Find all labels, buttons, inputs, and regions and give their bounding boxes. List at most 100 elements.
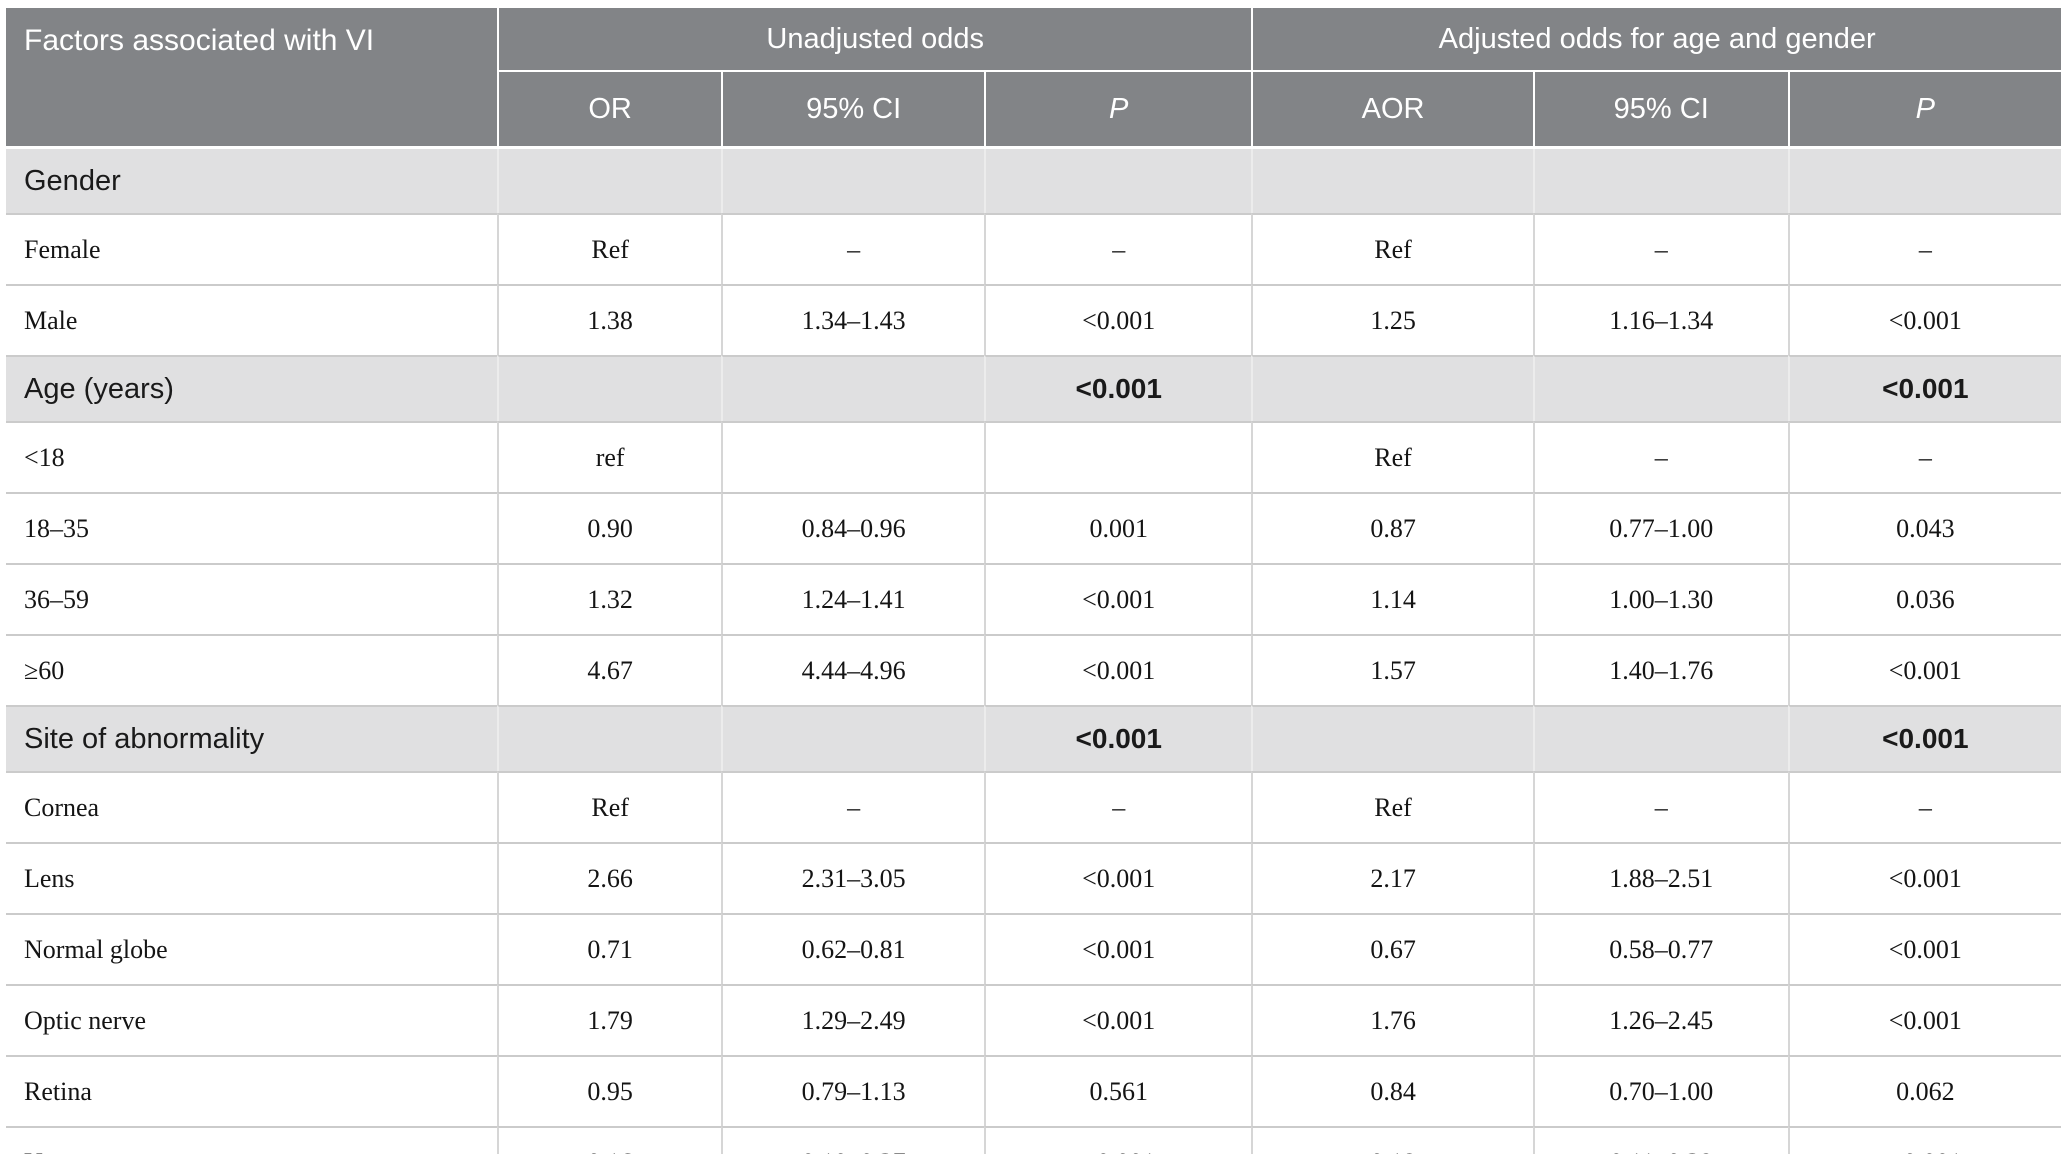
cell-ci-unadjusted: 2.31–3.05 — [721, 842, 985, 913]
cell-p-adjusted: – — [1787, 771, 2061, 842]
cell-p-unadjusted: <0.001 — [984, 842, 1252, 913]
data-row-normal-globe: Normal globe 0.71 0.62–0.81 <0.001 0.67 0.58–… — [6, 913, 2061, 984]
cell-p-unadjusted: – — [984, 771, 1252, 842]
cell-or: 1.32 — [497, 563, 722, 634]
cell-ci-adjusted: 0.70–1.00 — [1532, 1055, 1788, 1126]
section-empty-cell — [721, 149, 985, 213]
cell-p-unadjusted: – — [984, 213, 1252, 284]
cell-p-adjusted: – — [1787, 421, 2061, 492]
cell-aor: 1.25 — [1251, 284, 1533, 355]
cell-ci-adjusted: 0.11–0.29 — [1532, 1126, 1788, 1154]
section-empty-cell — [1532, 355, 1788, 421]
cell-or: 4.67 — [497, 634, 722, 705]
section-p-unadjusted: <0.001 — [984, 705, 1252, 771]
cell-aor: 1.14 — [1251, 563, 1533, 634]
section-empty-cell — [1251, 705, 1533, 771]
cell-ci-unadjusted: 0.10–0.27 — [721, 1126, 985, 1154]
odds-ratio-table: Factors associated with VI Unadjusted od… — [6, 8, 2061, 1154]
cell-p-unadjusted: <0.001 — [984, 913, 1252, 984]
cell-p-unadjusted: <0.001 — [984, 284, 1252, 355]
section-empty-cell — [721, 705, 985, 771]
cell-ci-adjusted: 1.26–2.45 — [1532, 984, 1788, 1055]
cell-factor-label: Optic nerve — [6, 984, 498, 1055]
cell-ci-adjusted: 1.00–1.30 — [1532, 563, 1788, 634]
cell-factor-label: ≥60 — [6, 634, 498, 705]
header-group-adjusted: Adjusted odds for age and gender — [1251, 8, 2061, 72]
cell-ci-adjusted: – — [1532, 771, 1788, 842]
cell-p-adjusted: <0.001 — [1787, 634, 2061, 705]
cell-aor: Ref — [1251, 771, 1533, 842]
section-p-adjusted — [1787, 149, 2061, 213]
data-row-uvea: Uvea0.160.10–0.27<0.0010.180.11–0.29<0.0… — [6, 1126, 2061, 1154]
section-label: Age (years) — [6, 355, 498, 421]
data-row-female: Female Ref – – Ref – – — [6, 213, 2061, 284]
section-empty-cell — [1251, 149, 1533, 213]
cell-p-adjusted: – — [1787, 213, 2061, 284]
cell-ci-unadjusted: – — [721, 771, 985, 842]
section-empty-cell — [721, 355, 985, 421]
cell-or: 1.79 — [497, 984, 722, 1055]
cell-aor: Ref — [1251, 421, 1533, 492]
cell-factor-label: 36–59 — [6, 563, 498, 634]
section-p-unadjusted — [984, 149, 1252, 213]
cell-p-unadjusted: <0.001 — [984, 563, 1252, 634]
section-empty-cell — [497, 705, 722, 771]
header-group-row: Factors associated with VI Unadjusted od… — [6, 8, 2061, 149]
cell-or: Ref — [497, 771, 722, 842]
data-row-optic-nerve: Optic nerve 1.79 1.29–2.49 <0.001 1.76 1.26–2… — [6, 984, 2061, 1055]
data-row-cornea: Cornea Ref – – Ref – – — [6, 771, 2061, 842]
cell-p-unadjusted: 0.561 — [984, 1055, 1252, 1126]
cell-factor-label: Uvea — [6, 1126, 498, 1154]
section-p-adjusted: <0.001 — [1787, 355, 2061, 421]
cell-p-unadjusted: <0.001 — [984, 634, 1252, 705]
cell-factor-label: Male — [6, 284, 498, 355]
header-or: OR — [497, 72, 722, 149]
cell-factor-label: Female — [6, 213, 498, 284]
cell-ci-adjusted: – — [1532, 213, 1788, 284]
cell-ci-adjusted: 1.88–2.51 — [1532, 842, 1788, 913]
header-ci-adjusted: 95% CI — [1532, 72, 1788, 149]
data-row-36-59: 36–59 1.32 1.24–1.41 <0.001 1.14 1.00–1.30 0.0… — [6, 563, 2061, 634]
cell-ci-unadjusted: 1.29–2.49 — [721, 984, 985, 1055]
cell-or: 0.95 — [497, 1055, 722, 1126]
cell-factor-label: Normal globe — [6, 913, 498, 984]
cell-ci-unadjusted: – — [721, 213, 985, 284]
cell-p-adjusted: 0.062 — [1787, 1055, 2061, 1126]
section-p-adjusted: <0.001 — [1787, 705, 2061, 771]
cell-ci-unadjusted: 0.84–0.96 — [721, 492, 985, 563]
cell-ci-unadjusted: 4.44–4.96 — [721, 634, 985, 705]
cell-p-adjusted: 0.036 — [1787, 563, 2061, 634]
header-factors: Factors associated with VI — [6, 8, 498, 149]
data-row-male: Male 1.38 1.34–1.43 <0.001 1.25 1.16–1.34 <0.0… — [6, 284, 2061, 355]
header-ci-unadjusted: 95% CI — [721, 72, 985, 149]
cell-or: Ref — [497, 213, 722, 284]
section-label: Gender — [6, 149, 498, 213]
cell-aor: 0.18 — [1251, 1126, 1533, 1154]
cell-aor: Ref — [1251, 213, 1533, 284]
cell-aor: 2.17 — [1251, 842, 1533, 913]
table-header: Factors associated with VI Unadjusted od… — [6, 8, 2061, 149]
cell-factor-label: Lens — [6, 842, 498, 913]
section-empty-cell — [497, 149, 722, 213]
cell-or: 0.16 — [497, 1126, 722, 1154]
section-label: Site of abnormality — [6, 705, 498, 771]
header-p-unadjusted: P — [984, 72, 1252, 149]
cell-or: 2.66 — [497, 842, 722, 913]
data-row-60: ≥60 4.67 4.44–4.96 <0.001 1.57 1.40–1.76 <0.00… — [6, 634, 2061, 705]
cell-factor-label: <18 — [6, 421, 498, 492]
cell-p-unadjusted: 0.001 — [984, 492, 1252, 563]
header-aor: AOR — [1251, 72, 1533, 149]
cell-or: ref — [497, 421, 722, 492]
section-row-site-of-abnormality: Site of abnormality <0.001 <0.001 — [6, 705, 2061, 771]
cell-or: 0.90 — [497, 492, 722, 563]
cell-p-adjusted: <0.001 — [1787, 913, 2061, 984]
cell-or: 1.38 — [497, 284, 722, 355]
cell-factor-label: 18–35 — [6, 492, 498, 563]
table-body: Gender Female Ref – – Ref – – Male 1.38 1.34–1.43 <… — [6, 149, 2061, 1154]
section-p-unadjusted: <0.001 — [984, 355, 1252, 421]
section-empty-cell — [1532, 705, 1788, 771]
cell-ci-adjusted: 0.58–0.77 — [1532, 913, 1788, 984]
cell-factor-label: Cornea — [6, 771, 498, 842]
cell-p-adjusted: <0.001 — [1787, 842, 2061, 913]
cell-factor-label: Retina — [6, 1055, 498, 1126]
